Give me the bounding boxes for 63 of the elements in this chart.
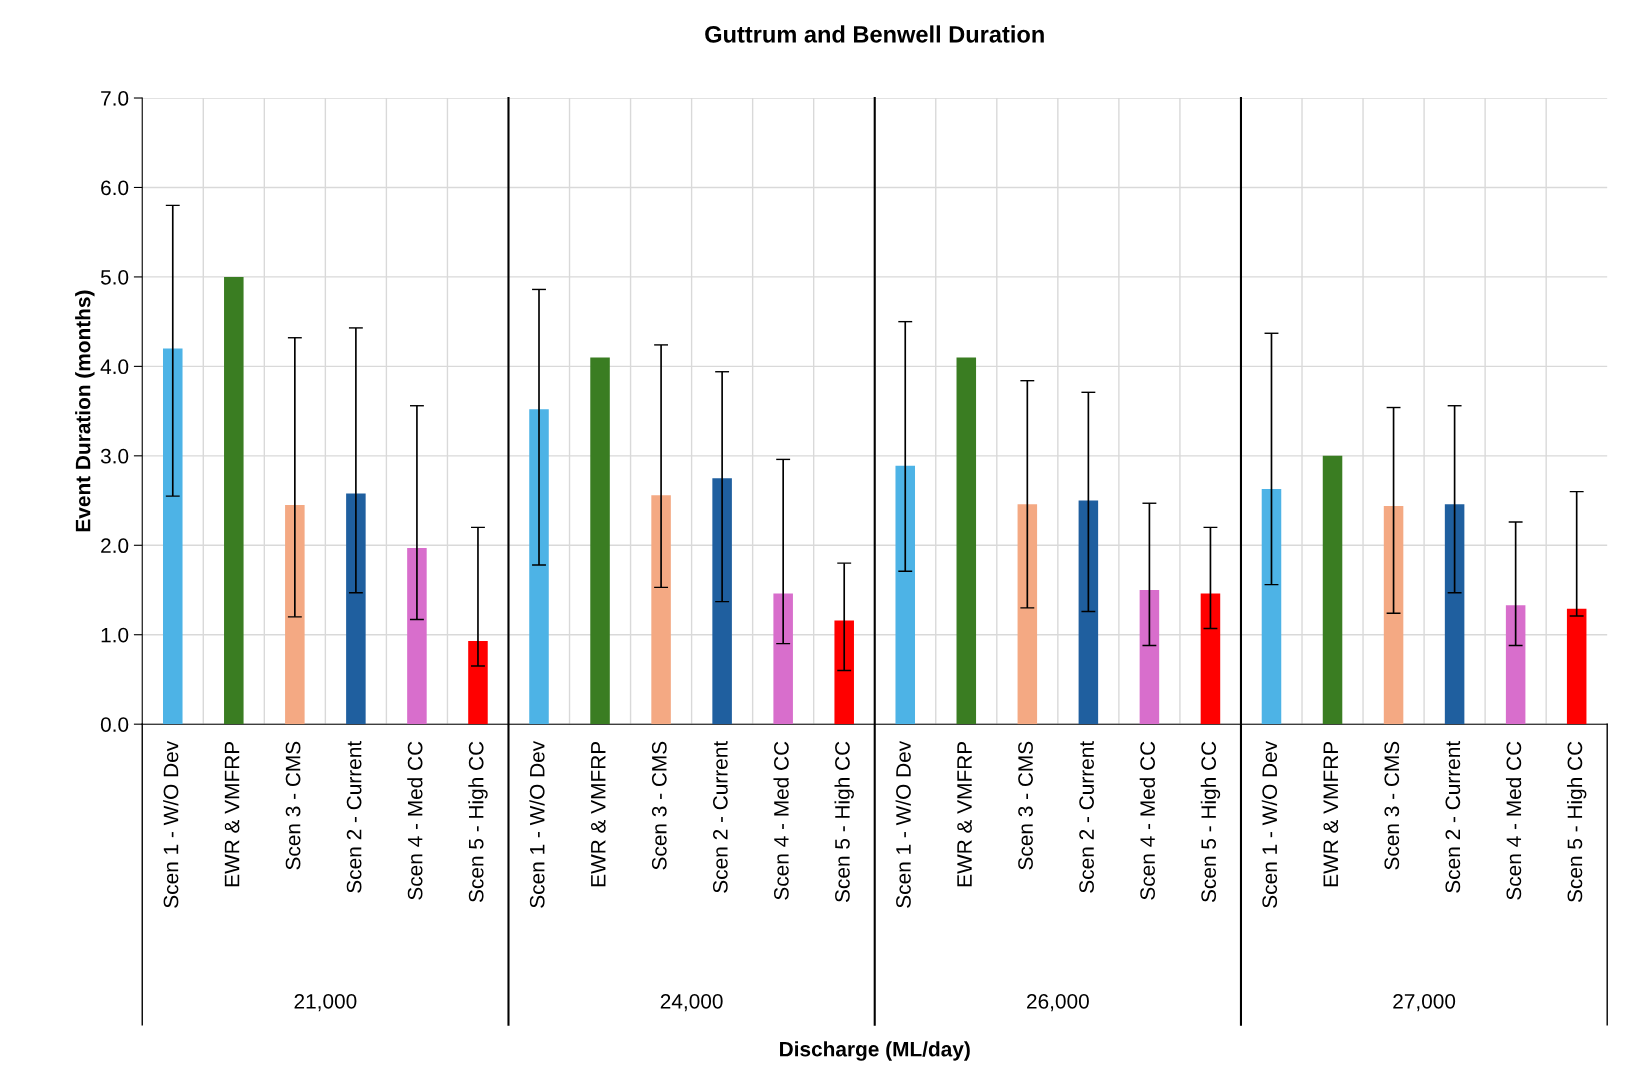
x-tick-label: Scen 1 - W/O Dev [895, 740, 911, 908]
bar [590, 357, 610, 725]
x-tick-label: Scen 4 - Med CC [407, 741, 423, 900]
text: 26,000 [1027, 993, 1089, 1012]
text: Discharge (ML/day) [780, 1041, 970, 1061]
bar [1078, 500, 1099, 725]
x-tick-label: Scen 3 - CMS [285, 741, 301, 870]
chart-title: Guttrum and Benwell Duration [705, 25, 1044, 43]
y-tick-label: 4.0 [100, 359, 129, 375]
x-tick-label: Scen 4 - Med CC [773, 741, 789, 900]
x-tick-label: Scen 1 - W/O Dev [1261, 740, 1278, 908]
bar [407, 547, 427, 725]
x-tick-label: Scen 2 - Current [1445, 740, 1461, 893]
x-tick-label: Scen 3 - CMS [651, 741, 667, 870]
y-axis-title: Event Duration (months) [75, 290, 95, 532]
x-tick-label: Scen 4 - Med CC [1139, 741, 1155, 900]
y-tick-label: 7.0 [101, 91, 129, 106]
bar [1322, 455, 1343, 725]
bar [1444, 504, 1465, 725]
bar [1383, 505, 1404, 725]
x-tick-label: Scen 5 - High CC [468, 741, 488, 902]
y-tick-label: 2.0 [101, 538, 129, 554]
bar [1261, 488, 1282, 725]
bar [1566, 608, 1587, 725]
x-tick-label: Scen 5 - High CC [834, 741, 854, 902]
x-tick-label: EWR & VMFRP [957, 741, 972, 887]
bar [1505, 605, 1526, 725]
bar [1017, 504, 1038, 725]
bar [1200, 593, 1221, 725]
bar [834, 620, 854, 725]
y-tick-label: 3.0 [100, 448, 129, 464]
x-tick-label: Scen 2 - Current [346, 740, 362, 893]
x-tick-label: Scen 5 - High CC [1200, 741, 1221, 902]
text: 27,000 [1393, 993, 1456, 1012]
text: 21,000 [294, 993, 357, 1012]
x-tick-label: Scen 1 - W/O Dev [163, 740, 179, 908]
x-tick-label: Scen 2 - Current [712, 740, 728, 893]
x-tick-label: Scen 5 - High CC [1566, 741, 1587, 902]
x-tick-label: Scen 3 - CMS [1018, 741, 1033, 870]
x-tick-label: EWR & VMFRP [224, 741, 240, 887]
bar [468, 640, 488, 725]
x-tick-label: Scen 1 - W/O Dev [529, 740, 545, 908]
bar [651, 495, 671, 725]
y-tick-label: 1.0 [101, 627, 129, 643]
y-tick-label: 6.0 [101, 180, 129, 196]
bar [1139, 590, 1160, 725]
x-tick-label: Scen 2 - Current [1079, 740, 1094, 893]
text: 24,000 [660, 993, 723, 1012]
bar [712, 478, 732, 725]
x-tick-label: Scen 3 - CMS [1384, 741, 1400, 870]
bar [956, 357, 977, 725]
x-tick-label: EWR & VMFRP [1323, 741, 1339, 887]
bar [346, 493, 366, 725]
bar [285, 505, 305, 725]
bar [224, 276, 244, 725]
x-tick-label: Scen 4 - Med CC [1505, 741, 1522, 900]
x-tick-label: EWR & VMFRP [591, 741, 606, 887]
bar [773, 593, 793, 725]
y-tick-label: 0.0 [100, 717, 129, 732]
bar [895, 465, 916, 725]
bar [529, 409, 549, 725]
y-tick-label: 5.0 [100, 269, 129, 285]
bar [163, 348, 183, 725]
